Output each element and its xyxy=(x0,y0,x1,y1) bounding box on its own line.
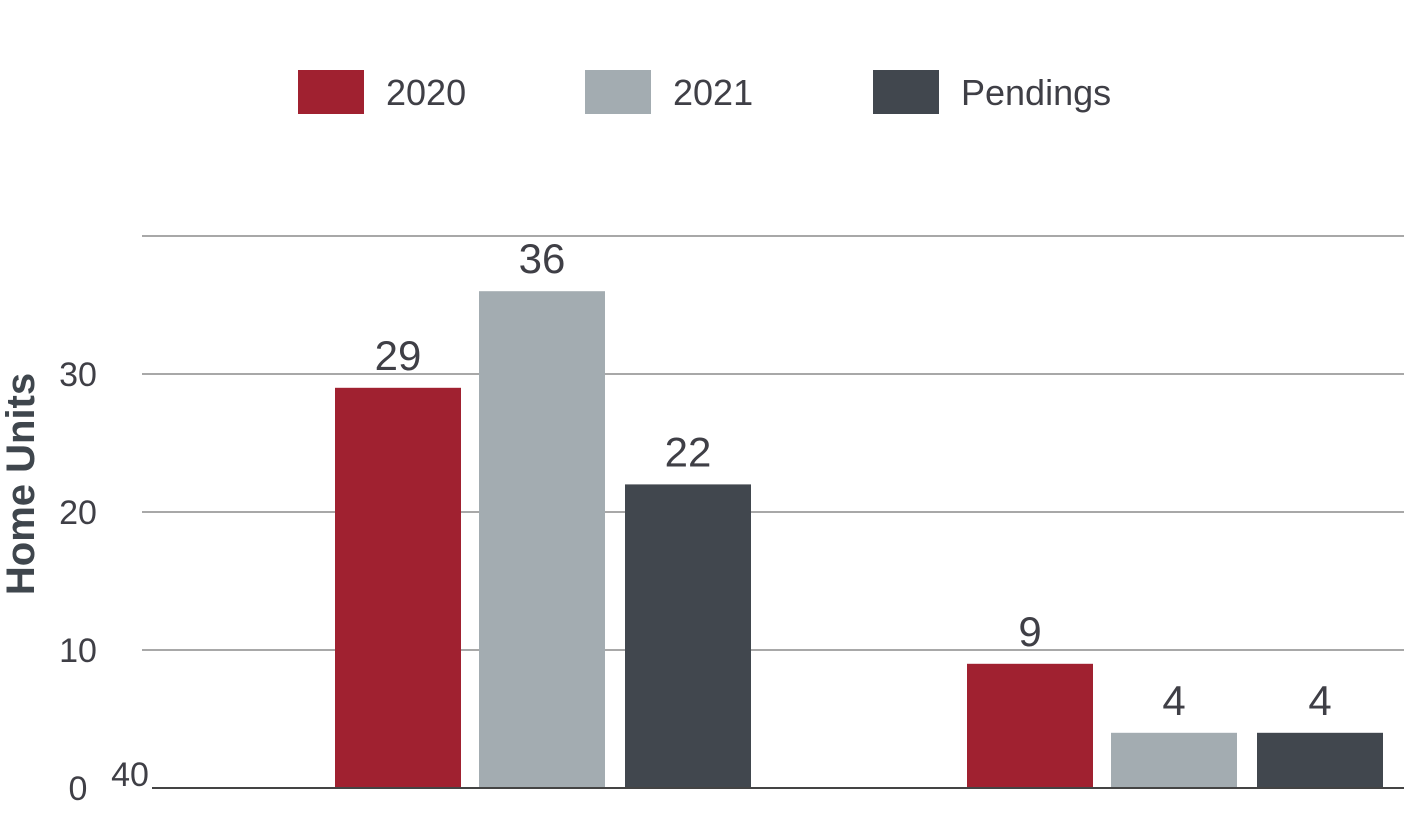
bar-pendings xyxy=(625,484,751,788)
legend-swatch xyxy=(873,70,939,114)
y-tick-label: 30 xyxy=(59,356,97,394)
bar-value-label: 22 xyxy=(665,428,712,475)
y-tick-label: 0 xyxy=(69,770,88,808)
gridlines xyxy=(142,235,1404,651)
legend-label: 2021 xyxy=(673,72,753,113)
bar-value-label: 4 xyxy=(1308,677,1331,724)
bar-value-label: 9 xyxy=(1018,608,1041,655)
legend-swatch xyxy=(585,70,651,114)
bar-pendings xyxy=(1257,732,1383,788)
bar-2020 xyxy=(967,663,1093,788)
legend-label: Pendings xyxy=(961,72,1111,113)
bar-value-label: 29 xyxy=(375,332,422,379)
legend: 2020 2021 Pendings xyxy=(298,70,1111,114)
bar-2021 xyxy=(479,291,605,788)
bar-2021 xyxy=(1111,732,1237,788)
bar-value-label: 4 xyxy=(1162,677,1185,724)
legend-label: 2020 xyxy=(386,72,466,113)
legend-swatch xyxy=(298,70,364,114)
value-labels: 29 9 36 4 22 4 xyxy=(375,235,1332,724)
bar-value-label: 36 xyxy=(519,235,566,282)
y-axis-title: Home Units xyxy=(0,373,43,595)
y-tick-label: 40 xyxy=(111,756,149,794)
y-tick-label: 10 xyxy=(59,632,97,670)
bars xyxy=(335,291,1383,788)
y-tick-label: 20 xyxy=(59,494,97,532)
bar-2020 xyxy=(335,387,461,788)
y-axis-ticks: 0 10 20 30 40 xyxy=(59,356,149,808)
